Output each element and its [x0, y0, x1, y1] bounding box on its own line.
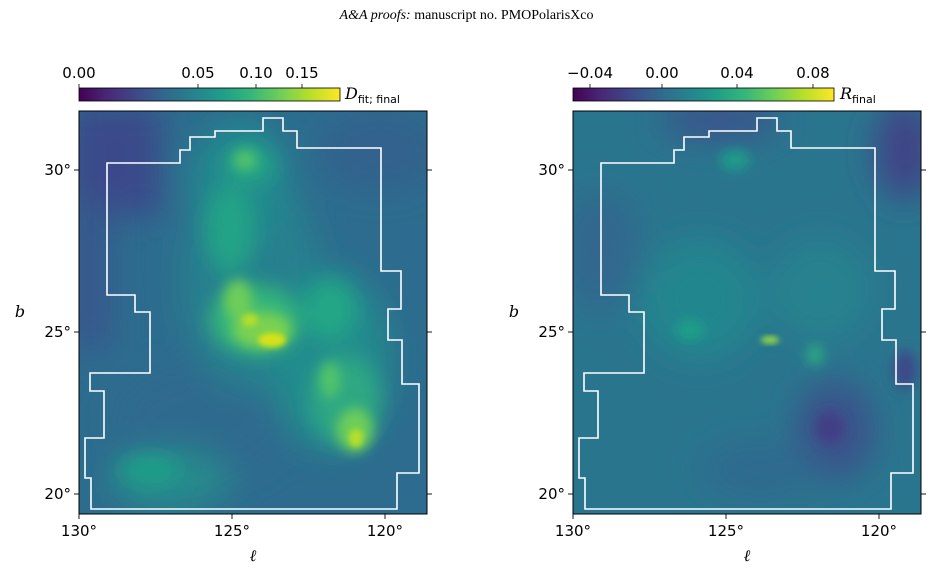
right-xtick-2: 120° — [861, 522, 897, 540]
right-heatmap — [573, 111, 921, 514]
journal-name: A&A proofs: — [339, 8, 411, 23]
left-ytick-1: 25° — [44, 323, 71, 341]
right-ytick-2: 20° — [538, 485, 565, 503]
right-ytick-0: 30° — [538, 161, 565, 179]
left-colorbar: 0.00 0.05 0.10 0.15 Dfit; final — [62, 64, 400, 106]
right-cb-label-main: R — [839, 84, 852, 103]
right-panel: −0.04 0.00 0.04 0.08 Rfinal — [509, 64, 926, 565]
left-survey-boundary — [84, 117, 420, 510]
left-plot-frame — [78, 110, 428, 515]
left-y-ticks — [74, 169, 432, 495]
right-y-ticks — [568, 169, 926, 495]
right-plot-frame — [572, 110, 922, 515]
left-xtick-2: 120° — [367, 522, 403, 540]
left-ylabel: b — [15, 302, 25, 321]
page-header: A&A proofs: manuscript no. PMOPolarisXco — [0, 8, 933, 24]
left-colorbar-label: Dfit; final — [344, 84, 400, 106]
left-heatmap — [79, 111, 427, 514]
right-cb-label-sub: final — [852, 93, 876, 106]
right-colorbar-ticks — [589, 84, 814, 88]
left-cb-tick-1: 0.05 — [181, 64, 214, 82]
left-ytick-0: 30° — [44, 161, 71, 179]
right-cb-tick-1: 0.00 — [645, 64, 678, 82]
right-colorbar-gradient — [572, 87, 835, 102]
left-colorbar-gradient — [78, 87, 341, 102]
left-cb-label-sub: fit; final — [358, 93, 400, 106]
right-ytick-1: 25° — [538, 323, 565, 341]
right-xlabel: ℓ — [744, 546, 751, 565]
right-colorbar: −0.04 0.00 0.04 0.08 Rfinal — [567, 64, 876, 106]
right-x-ticks — [572, 514, 880, 519]
right-cb-tick-2: 0.04 — [720, 64, 753, 82]
left-cb-tick-3: 0.15 — [285, 64, 318, 82]
right-xtick-0: 130° — [555, 522, 591, 540]
left-ytick-2: 20° — [44, 485, 71, 503]
right-cb-tick-3: 0.08 — [796, 64, 829, 82]
left-cb-tick-0: 0.00 — [62, 64, 95, 82]
right-ylabel: b — [509, 302, 519, 321]
left-cb-label-main: D — [344, 84, 358, 103]
right-xtick-1: 125° — [708, 522, 744, 540]
left-xlabel: ℓ — [250, 546, 257, 565]
right-survey-boundary — [578, 117, 914, 510]
manuscript-id: manuscript no. PMOPolarisXco — [414, 8, 594, 23]
left-x-ticks — [78, 514, 386, 519]
left-xtick-0: 130° — [61, 522, 97, 540]
left-xtick-1: 125° — [214, 522, 250, 540]
left-colorbar-ticks — [78, 84, 303, 88]
left-cb-tick-2: 0.10 — [239, 64, 272, 82]
right-colorbar-label: Rfinal — [839, 84, 876, 106]
left-panel: 0.00 0.05 0.10 0.15 Dfit; final — [15, 64, 432, 565]
right-cb-tick-0: −0.04 — [567, 64, 613, 82]
